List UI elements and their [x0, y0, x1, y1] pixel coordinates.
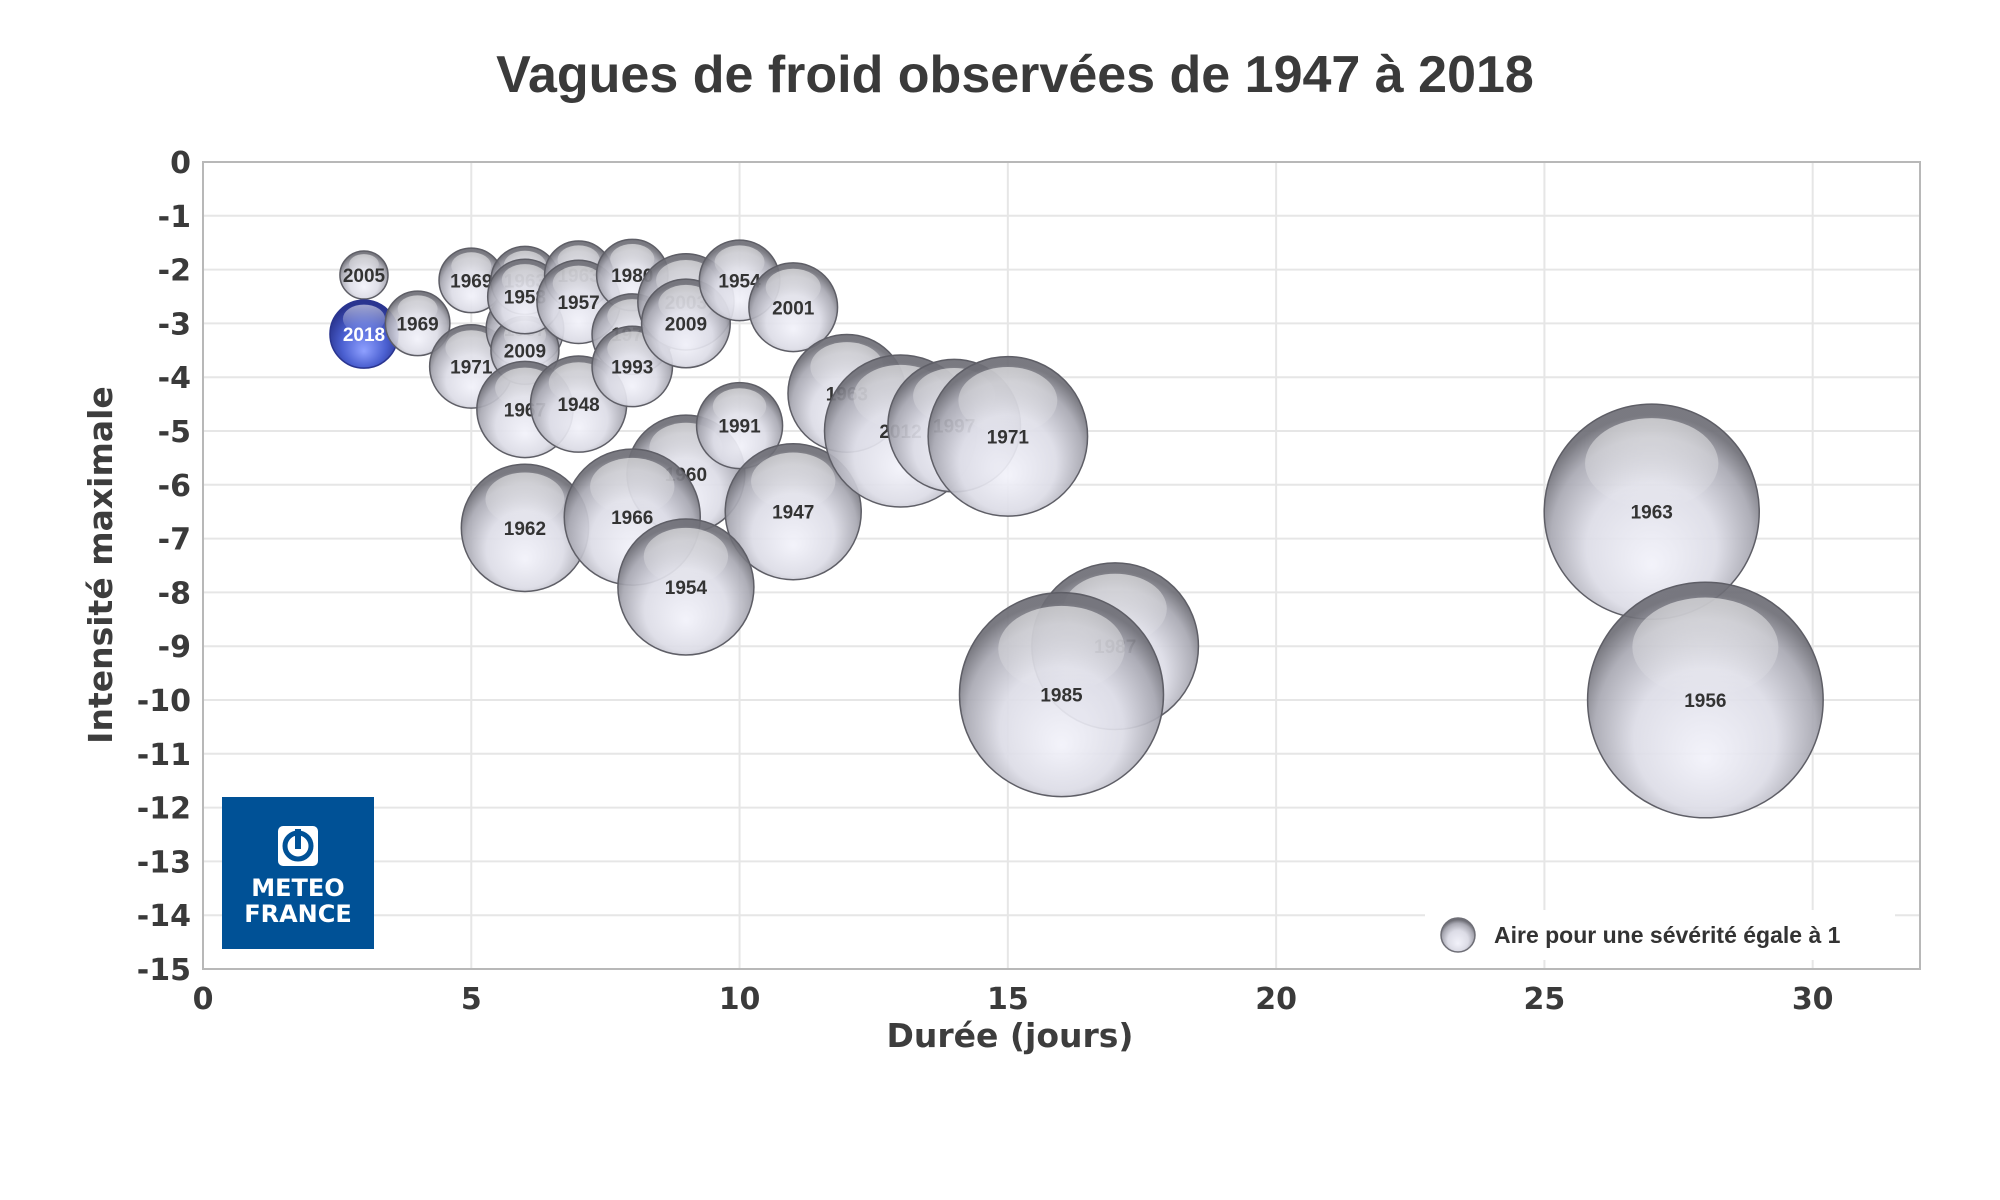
bubble-label: 1969	[450, 271, 492, 292]
logo-line-2: FRANCE	[244, 900, 352, 928]
bubble-shine	[397, 295, 438, 323]
x-axis-title: Durée (jours)	[887, 1016, 1134, 1055]
y-tick-label: -14	[137, 899, 191, 934]
bubble: 1985	[958, 591, 1165, 798]
bubble-shine	[445, 330, 498, 366]
x-tick-label: 5	[461, 982, 482, 1017]
bubble: 1963	[1543, 403, 1760, 620]
y-tick-label: 0	[170, 146, 191, 181]
bubble-label: 1948	[557, 395, 599, 416]
bubble: 1956	[1586, 581, 1824, 819]
x-axis-ticks: 0 5 10 15 20 25 30	[193, 982, 1834, 1017]
bubble: 2001	[748, 262, 839, 353]
y-tick-label: -13	[137, 845, 191, 880]
x-tick-label: 20	[1255, 982, 1297, 1017]
bubble-label: 1971	[987, 427, 1030, 448]
bubble-label: 1954	[665, 578, 708, 599]
bubble: 1954	[617, 518, 755, 656]
logo-line-1: METEO	[251, 874, 344, 902]
y-tick-label: -12	[137, 792, 191, 827]
bubble-shine	[712, 388, 767, 425]
bubble: 1947	[724, 442, 862, 581]
bubble-label: 1947	[772, 503, 814, 524]
y-tick-label: -7	[158, 523, 191, 558]
chart-title: Vagues de froid observées de 1947 à 2018	[496, 46, 1534, 104]
bubble-shine	[998, 605, 1125, 692]
y-tick-label: -2	[158, 254, 191, 289]
bubble: 1962	[460, 463, 590, 593]
bubble-label: 2005	[343, 266, 386, 287]
bubble-label: 1954	[718, 271, 761, 292]
bubble-shine	[501, 264, 549, 296]
legend: Aire pour une sévérité égale à 1	[1425, 910, 1895, 960]
bubble-shine	[751, 452, 836, 510]
bubble-shine	[658, 284, 714, 323]
bubble-shine	[1632, 597, 1779, 697]
bubble-shine	[958, 367, 1058, 434]
bubble-label: 1963	[1631, 503, 1673, 524]
y-tick-label: -4	[158, 361, 191, 396]
bubble-label: 1958	[504, 288, 546, 309]
y-tick-label: -1	[158, 200, 191, 235]
logo-icon	[278, 826, 318, 866]
bubble-shine	[349, 254, 379, 275]
x-tick-label: 30	[1792, 982, 1834, 1017]
bubble-label: 1957	[557, 293, 599, 314]
y-tick-label: -3	[158, 307, 191, 342]
y-axis-ticks: 0 -1 -2 -3 -4 -5 -6 -7 -8 -9 -10 -11 -12 -13 -14 -15	[137, 146, 191, 988]
y-tick-label: -9	[158, 630, 191, 665]
bubble-label: 1985	[1040, 686, 1083, 707]
plot-area-border	[202, 161, 1921, 970]
bubble-shine	[1585, 418, 1719, 509]
bubble-label: 2018	[343, 325, 385, 346]
bubble-shine	[485, 472, 565, 526]
bubble-shine	[610, 243, 655, 274]
x-tick-label: 15	[987, 982, 1029, 1017]
bubble-label: 2009	[504, 341, 546, 362]
bubble-shine	[590, 457, 675, 516]
y-tick-label: -5	[158, 415, 191, 450]
y-tick-label: -10	[137, 684, 191, 719]
bubble-label: 1969	[396, 314, 438, 335]
bubble: 2005	[339, 250, 389, 300]
bubble: 1991	[695, 381, 784, 470]
bubble-shine	[451, 252, 492, 280]
bubble-shine	[765, 268, 821, 306]
y-tick-label: -8	[158, 576, 191, 611]
legend-bubble	[1440, 917, 1476, 953]
bubble-label: 2009	[665, 314, 707, 335]
bubble-label: 1993	[611, 357, 653, 378]
y-axis-title: Intensité maximale	[81, 386, 120, 744]
bubble: 2018	[329, 299, 399, 369]
bubble-shine	[643, 527, 729, 585]
legend-text: Aire pour une sévérité égale à 1	[1494, 922, 1841, 948]
bubble-label: 2001	[772, 298, 815, 319]
bubble: 1971	[927, 355, 1089, 517]
bubble-label: 1956	[1684, 691, 1726, 712]
x-tick-label: 0	[193, 982, 214, 1017]
x-tick-label: 10	[719, 982, 761, 1017]
bubble: 1969	[384, 290, 451, 357]
y-tick-label: -11	[137, 738, 191, 773]
bubble-label: 1966	[611, 508, 653, 529]
bubble-shine	[714, 245, 765, 280]
bubble-shine	[342, 304, 386, 334]
bubble-label: 1962	[504, 519, 546, 540]
y-tick-label: -6	[158, 469, 191, 504]
bubble-label: 1991	[718, 417, 761, 438]
bubble-shine	[552, 265, 605, 301]
y-tick-label: -15	[137, 953, 191, 988]
bubbles: 2005201819691969197119872009196319581967…	[329, 238, 1824, 819]
meteo-france-logo: METEO FRANCE	[222, 797, 374, 949]
bubble-label: 1971	[450, 357, 493, 378]
x-tick-label: 25	[1524, 982, 1566, 1017]
